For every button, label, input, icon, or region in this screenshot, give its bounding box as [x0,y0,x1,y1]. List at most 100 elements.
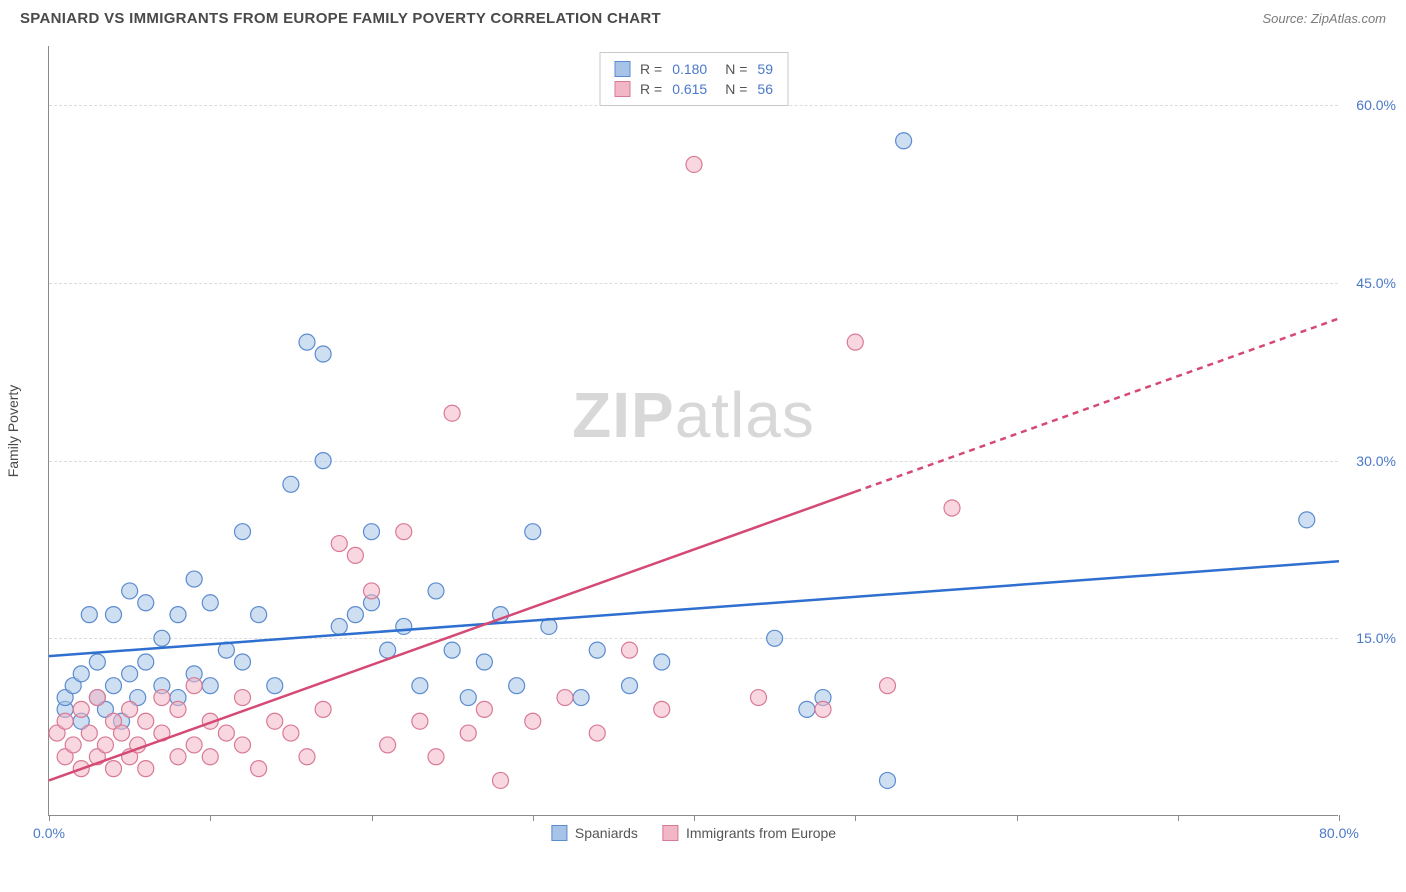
data-point [622,642,638,658]
y-tick-label: 15.0% [1356,630,1396,646]
data-point [525,713,541,729]
trend-line [49,561,1339,656]
data-point [654,701,670,717]
data-point [186,678,202,694]
x-tick [210,815,211,821]
data-point [202,595,218,611]
n-value: 56 [757,81,773,97]
legend-label: Immigrants from Europe [686,825,836,841]
data-point [186,737,202,753]
data-point [573,690,589,706]
data-point [751,690,767,706]
data-point [267,678,283,694]
data-point [557,690,573,706]
x-tick [49,815,50,821]
x-tick [694,815,695,821]
data-point [89,654,105,670]
data-point [235,737,251,753]
data-point [202,749,218,765]
x-tick-label: 0.0% [33,825,65,841]
data-point [106,607,122,623]
data-point [138,713,154,729]
y-tick-label: 60.0% [1356,97,1396,113]
data-point [81,725,97,741]
data-point [525,524,541,540]
data-point [428,583,444,599]
data-point [364,524,380,540]
data-point [412,713,428,729]
data-point [97,737,113,753]
data-point [847,334,863,350]
data-point [364,583,380,599]
data-point [235,654,251,670]
x-tick [533,815,534,821]
data-point [267,713,283,729]
chart-container: ZIPatlas Family Poverty R = 0.180 N = 59… [48,46,1386,846]
data-point [331,618,347,634]
data-point [138,654,154,670]
x-tick [372,815,373,821]
legend-item-immigrants: Immigrants from Europe [662,825,836,841]
data-point [57,713,73,729]
data-point [799,701,815,717]
n-label: N = [725,81,747,97]
data-point [444,642,460,658]
chart-title: SPANIARD VS IMMIGRANTS FROM EUROPE FAMIL… [20,10,661,27]
data-point [686,156,702,172]
data-point [106,761,122,777]
legend-label: Spaniards [575,825,638,841]
data-point [89,690,105,706]
scatter-plot-svg [49,46,1338,815]
data-point [654,654,670,670]
data-point [122,666,138,682]
swatch-icon [614,61,630,77]
data-point [283,725,299,741]
data-point [412,678,428,694]
data-point [154,630,170,646]
data-point [315,453,331,469]
data-point [1299,512,1315,528]
data-point [476,701,492,717]
data-point [380,642,396,658]
r-label: R = [640,81,662,97]
data-point [218,725,234,741]
data-point [396,524,412,540]
x-tick [1017,815,1018,821]
r-value: 0.180 [672,61,707,77]
data-point [944,500,960,516]
legend-row-spaniards: R = 0.180 N = 59 [614,59,773,79]
data-point [476,654,492,670]
source-attribution: Source: ZipAtlas.com [1262,11,1386,26]
data-point [460,690,476,706]
data-point [170,749,186,765]
data-point [122,701,138,717]
swatch-icon [551,825,567,841]
data-point [138,595,154,611]
data-point [170,607,186,623]
data-point [251,761,267,777]
r-value: 0.615 [672,81,707,97]
data-point [202,678,218,694]
y-tick-label: 30.0% [1356,453,1396,469]
plot-area: ZIPatlas Family Poverty R = 0.180 N = 59… [48,46,1338,816]
data-point [896,133,912,149]
r-label: R = [640,61,662,77]
data-point [138,761,154,777]
x-tick [1339,815,1340,821]
data-point [170,701,186,717]
x-tick-label: 80.0% [1319,825,1359,841]
data-point [186,571,202,587]
data-point [589,642,605,658]
data-point [396,618,412,634]
swatch-icon [614,81,630,97]
data-point [154,690,170,706]
data-point [331,536,347,552]
x-tick [1178,815,1179,821]
data-point [299,749,315,765]
data-point [106,678,122,694]
y-tick-label: 45.0% [1356,275,1396,291]
data-point [122,583,138,599]
trend-line-dashed [855,318,1339,491]
swatch-icon [662,825,678,841]
n-value: 59 [757,61,773,77]
